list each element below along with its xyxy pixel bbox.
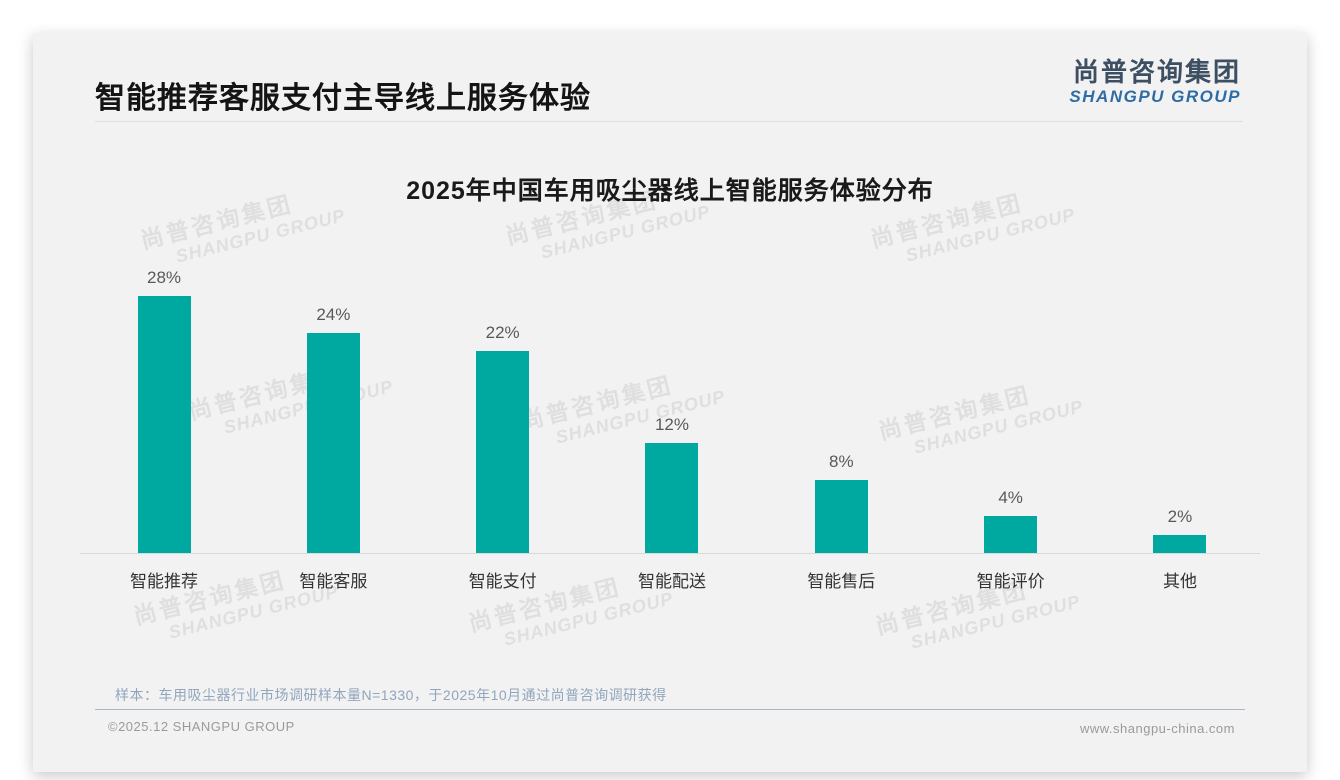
copyright-text: ©2025.12 SHANGPU GROUP [108,719,295,734]
bar-category-label: 智能售后 [807,572,876,591]
plot-area: 28% 智能推荐 24% 智能客服 22% 智能支付 12% 智能配送 8% 智能售后 4% 智能评价… [80,263,1260,593]
page-title: 智能推荐客服支付主导线上服务体验 [95,82,591,115]
website-url: www.shangpu-china.com [1079,721,1235,736]
brand-logo-en: SHANGPU GROUP [1069,87,1241,106]
bar-value-label: 24% [316,305,351,324]
x-axis-line [80,553,1260,554]
bar-value-label: 8% [829,452,854,471]
header-divider [95,121,1243,122]
brand-logo: 尚普咨询集团 SHANGPU GROUP [1069,57,1241,106]
bar [137,296,191,553]
bar-category-label: 智能支付 [468,572,537,591]
sample-note: 样本：车用吸尘器行业市场调研样本量N=1330，于2025年10月通过尚普咨询调… [115,687,667,703]
bar-value-label: 22% [485,323,520,342]
bar-value-label: 12% [654,415,689,434]
bar-value-label: 4% [998,488,1023,507]
bar [645,443,699,553]
chart-title: 2025年中国车用吸尘器线上智能服务体验分布 [406,177,934,205]
watermark-en: SHANGPU GROUP [908,591,1083,653]
brand-logo-cn: 尚普咨询集团 [1072,57,1241,87]
bar-category-label: 智能评价 [976,572,1045,591]
watermark-en: SHANGPU GROUP [501,588,676,650]
bar-category-label: 智能配送 [637,572,706,591]
bar-value-label: 2% [1167,507,1193,526]
bar-category-label: 智能客服 [299,572,368,591]
bar [1153,535,1207,553]
footer-divider [95,709,1245,710]
bar-category-label: 其他 [1162,572,1197,591]
bar [984,516,1038,553]
bar [476,351,530,553]
bar [306,333,360,553]
bar-category-label: 智能推荐 [130,572,198,591]
slide-card: 智能推荐客服支付主导线上服务体验 尚普咨询集团 SHANGPU GROUP 尚普… [33,33,1307,772]
watermark-en: SHANGPU GROUP [538,201,713,263]
bar-value-label: 28% [146,268,182,287]
bar [814,480,868,553]
